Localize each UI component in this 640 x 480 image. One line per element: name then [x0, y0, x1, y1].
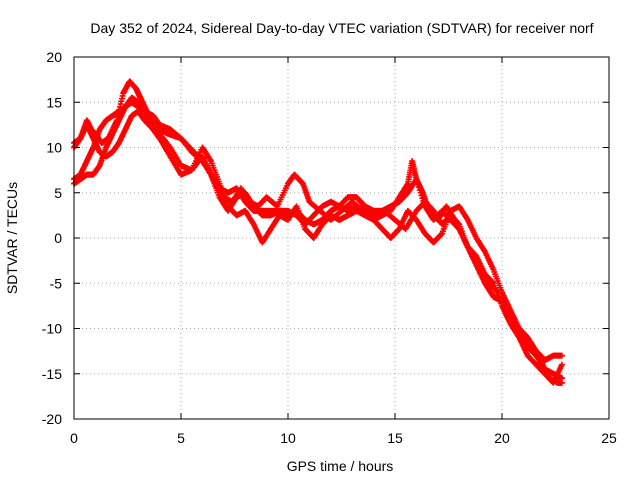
x-tick-label: 0 — [70, 430, 78, 446]
y-tick-label: 5 — [54, 185, 62, 201]
y-tick-label: 20 — [46, 49, 62, 65]
series-track-c — [71, 94, 565, 364]
chart-title: Day 352 of 2024, Sidereal Day-to-day VTE… — [90, 20, 593, 36]
x-tick-label: 20 — [494, 430, 510, 446]
x-tick-label: 5 — [177, 430, 185, 446]
data-point-marker — [438, 231, 445, 238]
axis-ticks: 0 5 10 15 20 25 -20 -15 -10 -5 0 5 10 15 20 — [42, 49, 617, 446]
data-point-marker — [558, 361, 565, 368]
y-tick-label: -20 — [42, 411, 62, 427]
y-tick-label: 15 — [46, 94, 62, 110]
y-tick-label: 10 — [46, 140, 62, 156]
y-tick-label: -10 — [42, 321, 62, 337]
series-track-d — [71, 108, 565, 386]
grid-lines — [74, 57, 609, 419]
data-points — [71, 78, 565, 386]
x-tick-label: 10 — [280, 430, 296, 446]
y-axis-label: SDTVAR / TECUs — [4, 182, 20, 294]
x-axis-label: GPS time / hours — [287, 458, 394, 474]
y-tick-label: 0 — [54, 230, 62, 246]
series-track-b — [71, 99, 565, 386]
x-tick-label: 15 — [387, 430, 403, 446]
x-tick-label: 25 — [601, 430, 617, 446]
data-point-marker — [558, 379, 565, 386]
y-tick-label: -15 — [42, 366, 62, 382]
data-point-marker — [489, 279, 496, 286]
y-tick-label: -5 — [50, 275, 63, 291]
data-point-marker — [558, 352, 565, 359]
